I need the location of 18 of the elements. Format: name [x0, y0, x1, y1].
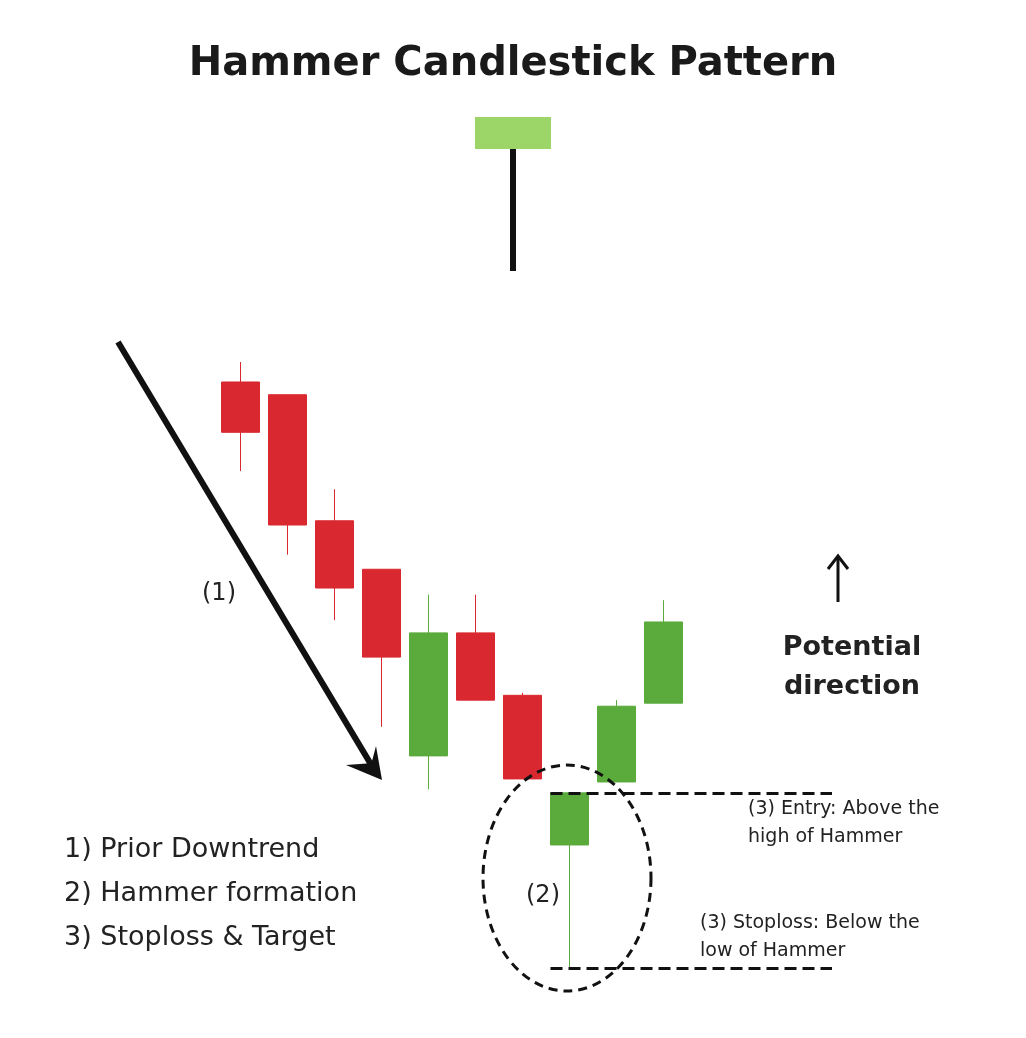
annotation: (1) [202, 578, 236, 606]
text: (3) Entry: Above the high of Hammer [748, 795, 941, 848]
chart-title: Hammer Candlestick Pattern [188, 38, 838, 84]
candlestick [503, 692, 542, 780]
annotation: 3) Stoploss & Target [64, 920, 336, 951]
annotation: 1) Prior Downtrend [64, 832, 320, 863]
candlestick [597, 699, 636, 783]
text: Potential direction [781, 629, 923, 703]
candlestick [268, 394, 307, 556]
text: (3) Stoploss: Below the low of Hammer [700, 909, 921, 962]
candlestick [362, 568, 401, 728]
candlestick [456, 594, 495, 701]
candlestick [409, 594, 448, 790]
annotation: 2) Hammer formation [64, 876, 358, 907]
candlestick [315, 488, 354, 621]
candlestick [644, 599, 683, 704]
annotation: (2) [526, 880, 560, 908]
candlestick [221, 361, 260, 472]
